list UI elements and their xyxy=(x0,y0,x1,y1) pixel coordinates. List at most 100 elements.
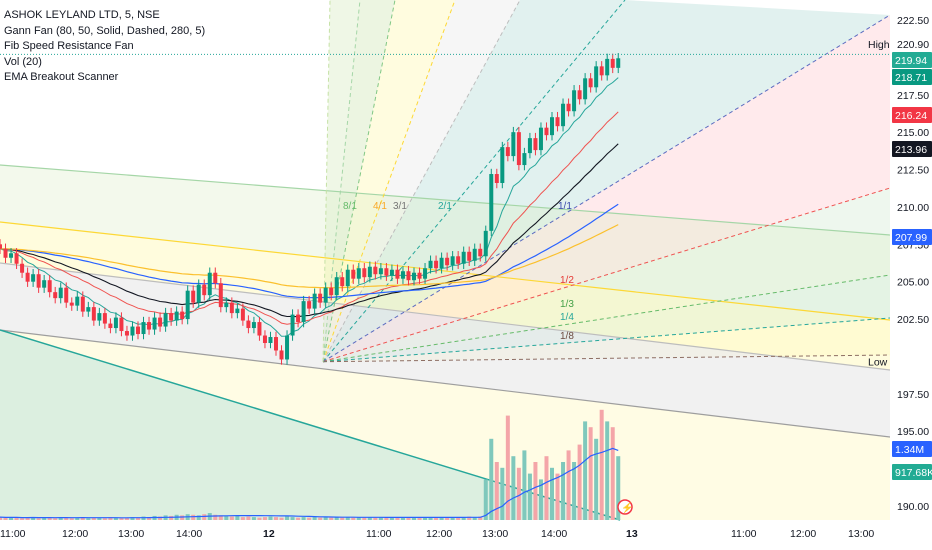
fan-ray-2 xyxy=(322,0,521,362)
volume-bar xyxy=(561,462,566,520)
volume-bar xyxy=(312,517,317,520)
trend-line xyxy=(0,329,621,521)
volume-bar xyxy=(356,517,361,520)
candle-body xyxy=(290,314,295,336)
volume-bar xyxy=(296,517,301,520)
indicator-ema-scanner[interactable]: EMA Breakout Scanner xyxy=(4,71,119,83)
time-tick: 13:00 xyxy=(482,528,508,540)
volume-bar xyxy=(69,518,74,520)
price-badge: 213.96 xyxy=(895,144,927,156)
volume-bar xyxy=(274,517,278,520)
alert-icon[interactable]: ⚡ xyxy=(617,499,633,515)
volume-bar xyxy=(42,517,47,520)
candle-body xyxy=(113,317,118,329)
volume-bar xyxy=(494,462,499,520)
time-tick: 12:00 xyxy=(62,528,88,540)
ema-line-34 xyxy=(0,143,619,318)
price-axis-bg xyxy=(890,0,932,550)
candle-body xyxy=(213,272,218,284)
volume-bar xyxy=(36,518,41,520)
candle-body xyxy=(356,268,361,279)
candle-body xyxy=(191,290,196,303)
candle-body xyxy=(550,117,554,136)
candle-body xyxy=(185,290,190,320)
candle-body xyxy=(80,296,85,312)
fan-ray-6 xyxy=(322,274,891,363)
volume-bar xyxy=(384,517,389,520)
volume-bar xyxy=(572,462,577,520)
channel-line-1 xyxy=(0,221,891,321)
price-axis[interactable]: 222.50 220.90 217.50 215.00 212.50 210.00 207.… xyxy=(868,0,932,550)
volume-bar xyxy=(527,473,532,520)
volume-bar xyxy=(467,516,472,520)
price-badge-bg xyxy=(892,229,932,245)
candle-body xyxy=(262,335,267,344)
volume-bar xyxy=(605,421,610,520)
volume-bar xyxy=(340,517,345,520)
fan-label-4-1: 4/1 xyxy=(373,201,387,212)
volume-bar xyxy=(594,438,599,520)
volume-bar xyxy=(119,518,124,520)
candle-body xyxy=(318,293,323,303)
candle-body xyxy=(417,272,422,279)
volume-bar xyxy=(31,517,36,520)
alert-circle xyxy=(617,499,633,515)
volume-bar xyxy=(367,517,372,520)
candle-body xyxy=(42,280,47,288)
time-tick: 12:00 xyxy=(426,528,452,540)
candle-body xyxy=(329,287,334,296)
volume-bar xyxy=(400,517,405,520)
candle-body xyxy=(102,313,107,324)
volume-bar xyxy=(489,438,494,520)
volume-bar xyxy=(53,518,58,520)
volume-bar xyxy=(577,444,582,520)
candle-body xyxy=(9,253,14,258)
price-badge-bg xyxy=(892,69,932,85)
ema-line-120 xyxy=(0,224,619,289)
volume-bar xyxy=(196,515,201,520)
indicator-gann-fan[interactable]: Gann Fan (80, 50, Solid, Dashed, 280, 5) xyxy=(4,24,206,37)
candle-body xyxy=(605,58,610,76)
candle-body xyxy=(345,269,350,287)
channel-band-green xyxy=(0,165,890,320)
symbol-title[interactable]: ASHOK LEYLAND LTD, 5, NSE xyxy=(4,9,160,21)
candle-body xyxy=(566,103,571,112)
candle-body xyxy=(489,174,494,231)
candle-body xyxy=(472,248,477,261)
candles xyxy=(0,53,621,365)
volume-bar xyxy=(262,517,267,520)
candle-body xyxy=(561,103,566,127)
price-label-high: High xyxy=(868,39,890,51)
volume-bar xyxy=(538,479,543,520)
volume-bar xyxy=(555,473,560,520)
time-tick: 11:00 xyxy=(731,528,757,540)
candle-body xyxy=(434,260,439,269)
candle-body xyxy=(362,268,367,278)
candle-body xyxy=(229,302,234,314)
fan-labels: 8/1 4/1 3/1 2/1 1/1 1/2 1/3 1/4 1/8 xyxy=(343,201,574,342)
volume-bar xyxy=(3,517,8,520)
candle-body xyxy=(445,257,450,266)
indicator-fib-fan[interactable]: Fib Speed Resistance Fan xyxy=(4,40,134,52)
fan-ray-1 xyxy=(322,0,456,362)
candle-body xyxy=(483,230,488,257)
candle-body xyxy=(147,322,152,330)
moving-averages xyxy=(0,77,619,337)
channel-line-0 xyxy=(0,164,891,236)
candle-body xyxy=(384,268,389,276)
volume-bar xyxy=(378,517,383,520)
candle-body xyxy=(163,313,168,327)
price-badge: 218.71 xyxy=(895,72,927,84)
indicator-volume[interactable]: Vol (20) xyxy=(4,55,42,68)
candle-body xyxy=(505,147,510,157)
time-axis[interactable]: 11:00 12:00 13:00 14:00 12 11:00 12:00 13:00 14:… xyxy=(0,522,890,550)
volume-bar xyxy=(113,517,118,520)
fan-label-2-1: 2/1 xyxy=(438,201,452,212)
candle-body xyxy=(389,269,394,276)
volume-bar xyxy=(158,516,163,520)
candle-body xyxy=(130,326,135,336)
price-tick: 215.00 xyxy=(897,127,929,139)
volume-bar xyxy=(191,514,196,520)
candle-body xyxy=(36,274,41,288)
